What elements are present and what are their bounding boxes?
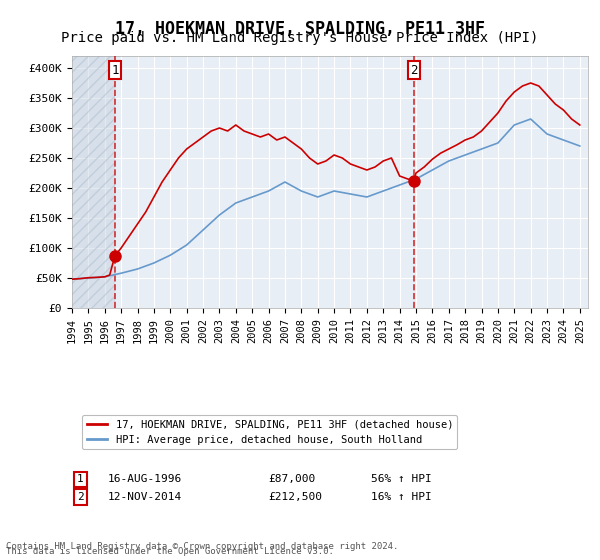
Text: 56% ↑ HPI: 56% ↑ HPI xyxy=(371,474,432,484)
Text: 17, HOEKMAN DRIVE, SPALDING, PE11 3HF: 17, HOEKMAN DRIVE, SPALDING, PE11 3HF xyxy=(115,20,485,38)
Legend: 17, HOEKMAN DRIVE, SPALDING, PE11 3HF (detached house), HPI: Average price, deta: 17, HOEKMAN DRIVE, SPALDING, PE11 3HF (d… xyxy=(82,416,457,449)
Text: £212,500: £212,500 xyxy=(268,492,322,502)
Text: 16% ↑ HPI: 16% ↑ HPI xyxy=(371,492,432,502)
Text: 2: 2 xyxy=(410,64,418,77)
Text: Price paid vs. HM Land Registry's House Price Index (HPI): Price paid vs. HM Land Registry's House … xyxy=(61,31,539,45)
Bar xyxy=(72,56,115,308)
Text: 2: 2 xyxy=(77,492,84,502)
Text: 12-NOV-2014: 12-NOV-2014 xyxy=(108,492,182,502)
Text: This data is licensed under the Open Government Licence v3.0.: This data is licensed under the Open Gov… xyxy=(6,548,334,557)
Text: Contains HM Land Registry data © Crown copyright and database right 2024.: Contains HM Land Registry data © Crown c… xyxy=(6,542,398,551)
Text: 1: 1 xyxy=(111,64,119,77)
Text: 1: 1 xyxy=(77,474,84,484)
Text: 16-AUG-1996: 16-AUG-1996 xyxy=(108,474,182,484)
Text: £87,000: £87,000 xyxy=(268,474,316,484)
